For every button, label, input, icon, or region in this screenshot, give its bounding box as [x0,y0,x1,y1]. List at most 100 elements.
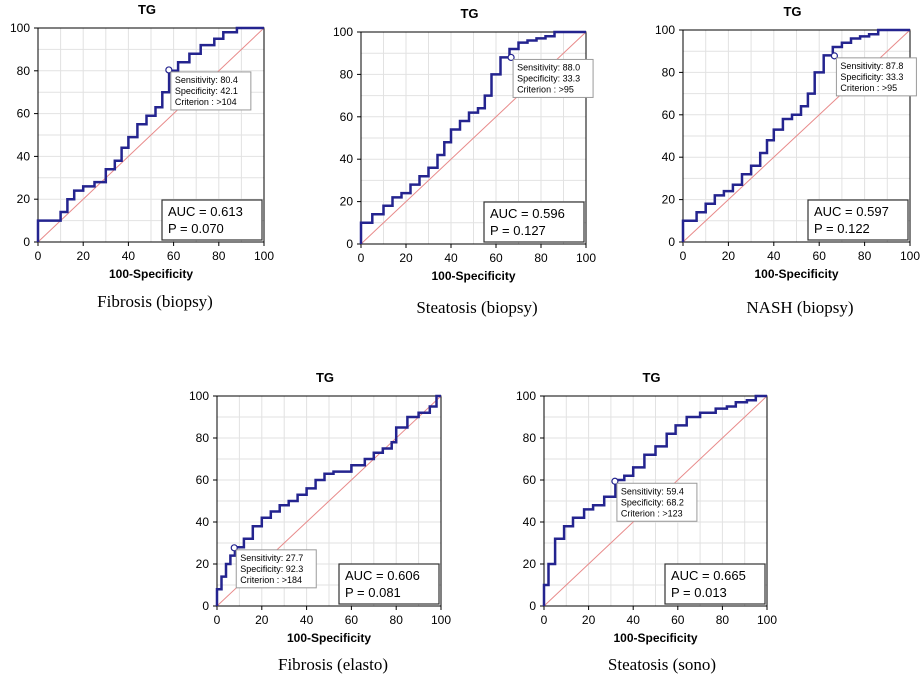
x-tick-label: 0 [680,249,687,263]
chart-panel-steatosis-biopsy: TG 0 0 20 20 40 40 60 60 80 80 100 100 100-Specificit… [322,0,622,317]
chart-panel-nash-biopsy: TG 0 0 20 20 40 40 60 60 80 80 100 100 100-Specificit… [645,0,922,317]
y-tick-label: 100 [10,21,30,35]
roc-chart-nash-biopsy: TG 00 20 20 40 40 60 60 80 80 100 100 100-Specificit… [655,4,920,281]
roc-curve [36,26,264,242]
criterion-tooltip-line: Criterion : >95 [517,84,574,94]
criterion-tooltip [235,549,317,589]
y-tick-label: 0 [202,599,209,613]
y-tick-label: 20 [17,192,31,206]
x-tick-label: 100 [254,249,274,263]
x-tick-label: 100 [431,613,451,627]
x-tick-label: 60 [345,613,359,627]
criterion-tooltip-line: Sensitivity: 88.0 [517,62,580,72]
chart-panel-fibrosis-biopsy: TG 0 0 20 20 40 40 60 60 80 80 100 100 100-Specificit… [0,0,300,311]
x-tick-label: 80 [716,613,730,627]
chart-caption: Steatosis (biopsy) [416,298,538,317]
x-tick-label: 20 [722,249,736,263]
x-tick-label: 0 [541,613,548,627]
criterion-tooltip-line: Sensitivity: 87.8 [840,61,903,71]
criterion-tooltip-line: Criterion : >123 [621,508,683,518]
roc-chart-fibrosis-elasto: TG 00 20 20 40 40 60 60 80 80 100 100 100-Specificit… [189,370,451,645]
y-tick-label: 80 [196,431,210,445]
criterion-tooltip [616,482,698,522]
criterion-tooltip-line: Sensitivity: 27.7 [240,553,303,563]
chart-title: TG [316,370,334,385]
chart-title: TG [642,370,660,385]
y-tick-label: 100 [655,23,675,37]
p-value: P = 0.070 [168,221,224,236]
x-tick-label: 80 [212,249,226,263]
y-tick-label: 60 [17,107,31,121]
plot-frame [216,395,442,607]
p-value: P = 0.122 [814,221,870,236]
x-tick-label: 20 [77,249,91,263]
criterion-tooltip-line: Specificity: 68.2 [621,497,684,507]
y-tick-label: 100 [189,389,209,403]
x-tick-label: 20 [399,251,413,265]
stats-box [161,199,263,241]
roc-chart-fibrosis-biopsy: TG 00 20 20 40 40 60 60 80 80 100 100 100-Specificit… [10,2,274,281]
y-tick-label: 40 [17,149,31,163]
y-tick-label: 60 [340,110,354,124]
reference-diagonal [37,27,265,243]
y-tick-label: 40 [196,515,210,529]
plot-frame [37,27,265,243]
y-tick-label: 80 [340,67,354,81]
chart-title: TG [460,6,478,21]
roc-chart-steatosis-biopsy: TG 00 20 20 40 40 60 60 80 80 100 100 100-Specificit… [333,6,596,283]
auc-value: AUC = 0.665 [671,568,746,583]
criterion-tooltip-line: Criterion : >184 [240,575,302,585]
stats-box [338,563,440,605]
p-value: P = 0.013 [671,585,727,600]
x-tick-label: 60 [671,613,685,627]
plot-frame [543,395,768,607]
criterion-tooltip [512,58,594,98]
x-tick-label: 40 [122,249,136,263]
chart-panel-fibrosis-elasto: TG 0 0 20 20 40 40 60 60 80 80 100 100 100-Specificit… [178,363,478,674]
x-axis-label: 100-Specificity [431,269,515,283]
chart-title: TG [783,4,801,19]
criterion-tooltip-line: Specificity: 92.3 [240,564,303,574]
chart-caption: Fibrosis (biopsy) [97,292,213,311]
criterion-tooltip-line: Specificity: 33.3 [840,72,903,82]
x-tick-label: 20 [255,613,269,627]
plot-frame [360,31,587,245]
y-tick-label: 80 [17,64,31,78]
chart-panel-steatosis-sono: TG 0 0 20 20 40 40 60 60 80 80 100 100 100-Specificit… [507,363,807,674]
criterion-tooltip-line: Criterion : >104 [175,97,237,107]
p-value: P = 0.081 [345,585,401,600]
y-tick-label: 100 [516,389,536,403]
criterion-tooltip-line: Sensitivity: 59.4 [621,486,684,496]
y-tick-label: 40 [523,515,537,529]
roc-chart-steatosis-sono: TG 00 20 20 40 40 60 60 80 80 100 100 100-Specificit… [516,370,777,645]
p-value: P = 0.127 [490,223,546,238]
criterion-tooltip [835,57,917,97]
y-tick-label: 60 [523,473,537,487]
x-axis-label: 100-Specificity [287,631,371,645]
chart-caption: Steatosis (sono) [607,655,717,674]
stats-box [807,199,909,241]
criterion-tooltip-line: Specificity: 42.1 [175,86,238,96]
auc-value: AUC = 0.613 [168,204,243,219]
x-tick-label: 100 [900,249,920,263]
y-tick-label: 0 [346,237,353,251]
criterion-tooltip [170,71,252,111]
criterion-tooltip-line: Sensitivity: 80.4 [175,75,238,85]
x-tick-label: 100 [757,613,777,627]
y-tick-label: 60 [196,473,210,487]
criterion-tooltip-line: Specificity: 33.3 [517,73,580,83]
x-tick-label: 40 [444,251,458,265]
chart-caption: Fibrosis (elasto) [277,655,389,674]
auc-value: AUC = 0.596 [490,206,565,221]
x-tick-label: 60 [167,249,181,263]
y-tick-label: 0 [529,599,536,613]
roc-curve [681,28,910,242]
y-tick-label: 20 [523,557,537,571]
x-tick-label: 80 [390,613,404,627]
y-tick-label: 20 [340,195,354,209]
x-tick-label: 60 [813,249,827,263]
x-tick-label: 40 [300,613,314,627]
criterion-tooltip-line: Criterion : >95 [840,83,897,93]
y-tick-label: 80 [662,65,676,79]
y-tick-label: 20 [196,557,210,571]
